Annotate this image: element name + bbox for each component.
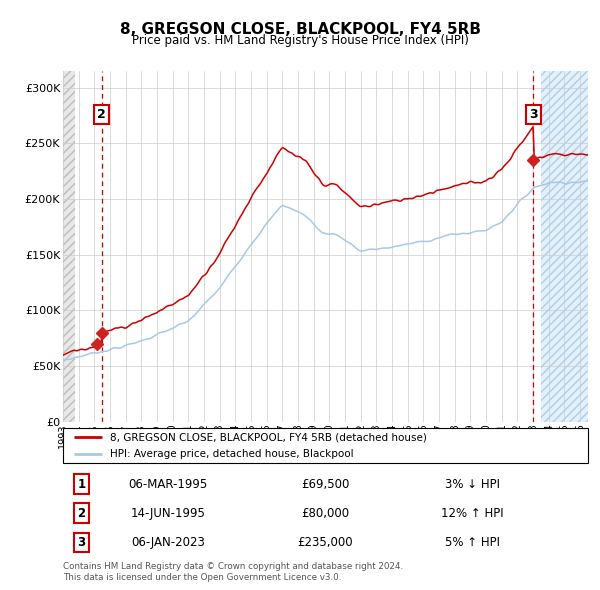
Text: 3% ↓ HPI: 3% ↓ HPI <box>445 477 500 491</box>
Bar <box>541 71 588 422</box>
Text: 5% ↑ HPI: 5% ↑ HPI <box>445 536 500 549</box>
Text: 1: 1 <box>77 477 85 491</box>
Text: Price paid vs. HM Land Registry's House Price Index (HPI): Price paid vs. HM Land Registry's House … <box>131 34 469 47</box>
Text: Contains HM Land Registry data © Crown copyright and database right 2024.
This d: Contains HM Land Registry data © Crown c… <box>63 562 403 582</box>
Text: 2: 2 <box>97 108 106 121</box>
Bar <box>63 71 75 422</box>
Text: £69,500: £69,500 <box>301 477 350 491</box>
Text: 8, GREGSON CLOSE, BLACKPOOL, FY4 5RB: 8, GREGSON CLOSE, BLACKPOOL, FY4 5RB <box>119 22 481 37</box>
Text: 8, GREGSON CLOSE, BLACKPOOL, FY4 5RB (detached house): 8, GREGSON CLOSE, BLACKPOOL, FY4 5RB (de… <box>110 432 427 442</box>
Text: 2: 2 <box>77 507 85 520</box>
Text: HPI: Average price, detached house, Blackpool: HPI: Average price, detached house, Blac… <box>110 448 354 458</box>
Text: 3: 3 <box>529 108 538 121</box>
Text: 3: 3 <box>77 536 85 549</box>
Text: 12% ↑ HPI: 12% ↑ HPI <box>441 507 504 520</box>
Text: £235,000: £235,000 <box>298 536 353 549</box>
Text: £80,000: £80,000 <box>301 507 350 520</box>
Text: 06-JAN-2023: 06-JAN-2023 <box>131 536 205 549</box>
Bar <box>63 71 75 422</box>
Text: 14-JUN-1995: 14-JUN-1995 <box>131 507 205 520</box>
Bar <box>541 71 588 422</box>
FancyBboxPatch shape <box>63 428 588 463</box>
Text: 06-MAR-1995: 06-MAR-1995 <box>128 477 208 491</box>
